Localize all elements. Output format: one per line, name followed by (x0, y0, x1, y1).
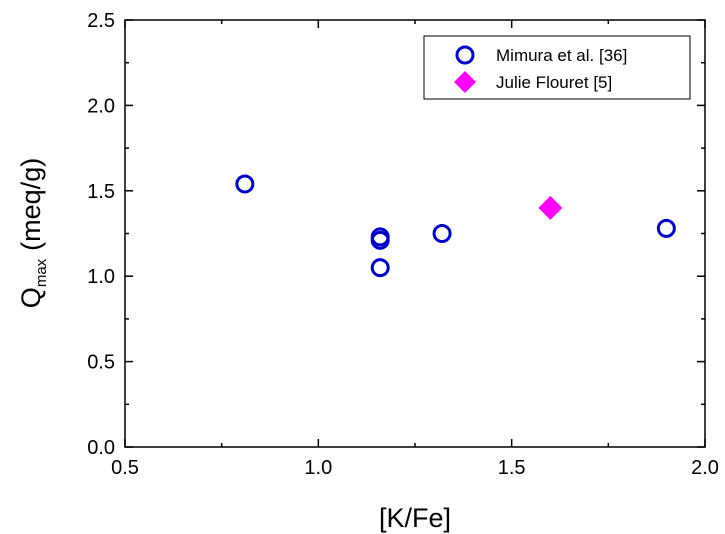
legend-marker-mimura (455, 45, 475, 65)
x-tick-label: 0.5 (111, 457, 139, 479)
x-axis-title: [K/Fe] (379, 503, 451, 533)
data-point-mimura (370, 230, 390, 250)
y-axis-title-main: Q (16, 287, 46, 308)
y-tick-label: 1.5 (87, 181, 115, 203)
x-tick-label: 1.5 (498, 457, 526, 479)
data-point-mimura (370, 258, 390, 278)
legend-marker-flouret (454, 71, 476, 93)
y-tick-label: 0.0 (87, 437, 115, 459)
x-tick-label: 2.0 (691, 457, 719, 479)
legend-label-flouret: Julie Flouret [5] (496, 73, 612, 92)
y-tick-label: 2.0 (87, 95, 115, 117)
data-point-mimura (235, 174, 255, 194)
data-point-flouret (538, 195, 563, 220)
y-tick-label: 1.0 (87, 266, 115, 288)
legend: Mimura et al. [36] Julie Flouret [5] (423, 35, 691, 100)
x-tick-label: 1.0 (304, 457, 332, 479)
tick-labels: 0.5 1.0 1.5 2.00.00.51.01.52.02.5 (87, 10, 719, 479)
y-tick-label: 2.5 (87, 10, 115, 32)
data-points (235, 174, 676, 278)
y-axis-title-subscript: max (33, 258, 50, 287)
legend-label-mimura: Mimura et al. [36] (496, 46, 627, 65)
axis-ticks (124, 19, 706, 448)
data-point-mimura (432, 224, 452, 243)
y-axis-title: Qmax (meq/g) (16, 158, 50, 308)
data-point-mimura (656, 218, 676, 238)
y-axis-title-unit: (meq/g) (16, 158, 46, 251)
y-tick-label: 0.5 (87, 352, 115, 374)
